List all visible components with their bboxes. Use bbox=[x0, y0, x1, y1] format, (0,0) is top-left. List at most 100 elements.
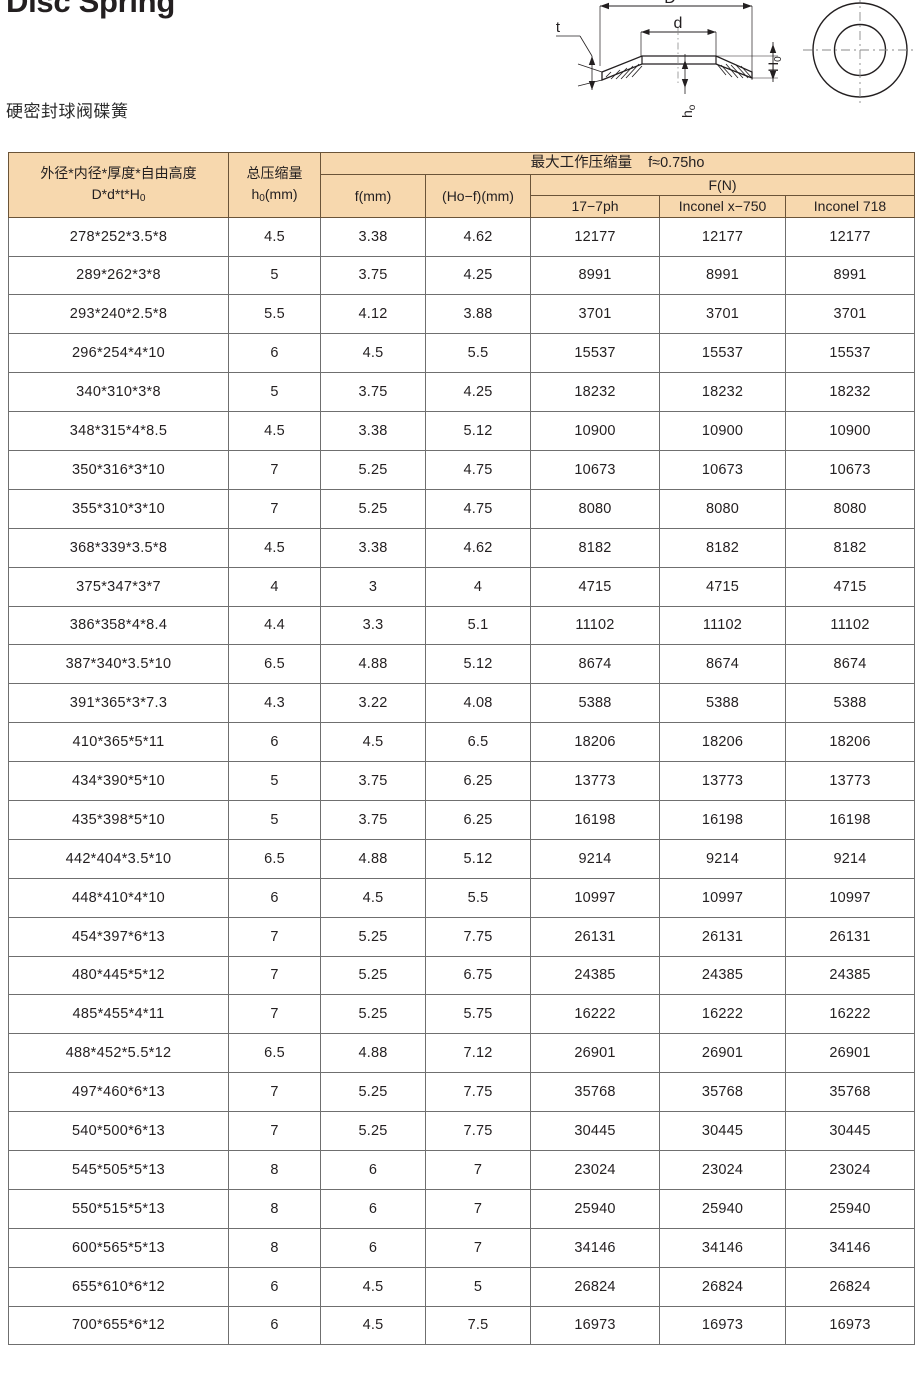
cell-ho-minus-f: 6.75 bbox=[425, 955, 531, 996]
disc-spring-spec-table: 外径*内径*厚度*自由高度 D*d*t*H0 总压缩量 h0(mm) 最大工作压… bbox=[8, 151, 916, 1346]
col-header-force: F(N) bbox=[529, 174, 916, 197]
cell-force-17-7ph: 18206 bbox=[530, 722, 660, 763]
table-row: 545*505*5*13 8 6 7 23024 23024 23024 bbox=[8, 1149, 916, 1190]
cell-ho-minus-f: 4.25 bbox=[425, 372, 531, 413]
table-row: 410*365*5*11 6 4.5 6.5 18206 18206 18206 bbox=[8, 722, 916, 763]
cell-spec: 340*310*3*8 bbox=[8, 372, 229, 413]
cell-total-compression: 4 bbox=[228, 566, 321, 607]
table-row: 435*398*5*10 5 3.75 6.25 16198 16198 16198 bbox=[8, 799, 916, 840]
cell-spec: 545*505*5*13 bbox=[8, 1149, 229, 1190]
cell-total-compression: 8 bbox=[228, 1227, 321, 1268]
table-row: 540*500*6*13 7 5.25 7.75 30445 30445 30445 bbox=[8, 1111, 916, 1151]
table-row: 700*655*6*12 6 4.5 7.5 16973 16973 16973 bbox=[8, 1305, 916, 1346]
cell-spec: 375*347*3*7 bbox=[8, 566, 229, 607]
cell-force-inconel-718: 5388 bbox=[784, 683, 916, 724]
table-row: 442*404*3.5*10 6.5 4.88 5.12 9214 9214 9214 bbox=[8, 838, 916, 879]
cell-force-17-7ph: 24385 bbox=[530, 955, 660, 996]
diagram-label-t: t bbox=[556, 19, 561, 36]
cell-force-17-7ph: 3701 bbox=[530, 294, 660, 335]
cell-total-compression: 4.4 bbox=[228, 605, 321, 646]
cell-force-inconel-x750: 16222 bbox=[659, 994, 786, 1035]
diagram-label-d: d bbox=[674, 15, 683, 32]
cell-force-inconel-x750: 30445 bbox=[659, 1111, 786, 1151]
cell-total-compression: 6 bbox=[228, 1305, 321, 1346]
cell-spec: 485*455*4*11 bbox=[8, 994, 229, 1035]
table-row: 434*390*5*10 5 3.75 6.25 13773 13773 13773 bbox=[8, 761, 916, 801]
cell-force-17-7ph: 16222 bbox=[530, 994, 660, 1035]
cell-force-inconel-718: 8080 bbox=[784, 488, 916, 529]
table-row: 278*252*3.5*8 4.5 3.38 4.62 12177 12177 12177 bbox=[8, 216, 916, 257]
cell-ho-minus-f: 4.08 bbox=[425, 683, 531, 724]
col-header-total-compression-line2: h0(mm) bbox=[251, 185, 298, 204]
cell-f: 5.25 bbox=[320, 994, 426, 1035]
cell-f: 4.5 bbox=[320, 1305, 426, 1346]
cell-ho-minus-f: 5.5 bbox=[425, 333, 531, 374]
cell-ho-minus-f: 4.25 bbox=[425, 255, 531, 296]
col-header-f: f(mm) bbox=[320, 174, 426, 218]
cell-spec: 387*340*3.5*10 bbox=[8, 644, 229, 685]
cell-force-inconel-718: 16973 bbox=[784, 1305, 916, 1346]
cell-f: 4.12 bbox=[320, 294, 426, 335]
cell-force-inconel-718: 12177 bbox=[784, 216, 916, 257]
table-row: 655*610*6*12 6 4.5 5 26824 26824 26824 bbox=[8, 1266, 916, 1307]
table-row: 355*310*3*10 7 5.25 4.75 8080 8080 8080 bbox=[8, 488, 916, 529]
cell-total-compression: 8 bbox=[228, 1188, 321, 1229]
cell-total-compression: 6 bbox=[228, 877, 321, 918]
cell-force-inconel-718: 4715 bbox=[784, 566, 916, 607]
cell-force-inconel-718: 16222 bbox=[784, 994, 916, 1035]
cell-force-inconel-718: 18232 bbox=[784, 372, 916, 413]
cell-force-inconel-x750: 8991 bbox=[659, 255, 786, 296]
cell-force-inconel-718: 15537 bbox=[784, 333, 916, 374]
cell-force-inconel-x750: 13773 bbox=[659, 761, 786, 801]
cell-f: 3.75 bbox=[320, 761, 426, 801]
cell-spec: 442*404*3.5*10 bbox=[8, 838, 229, 879]
cell-force-inconel-x750: 16198 bbox=[659, 799, 786, 840]
cell-force-inconel-718: 16198 bbox=[784, 799, 916, 840]
table-row: 497*460*6*13 7 5.25 7.75 35768 35768 35768 bbox=[8, 1072, 916, 1113]
cell-ho-minus-f: 5.75 bbox=[425, 994, 531, 1035]
table-row: 350*316*3*10 7 5.25 4.75 10673 10673 10673 bbox=[8, 449, 916, 490]
cell-spec: 700*655*6*12 bbox=[8, 1305, 229, 1346]
cell-f: 6 bbox=[320, 1188, 426, 1229]
cell-force-17-7ph: 26901 bbox=[530, 1033, 660, 1074]
cell-force-17-7ph: 26824 bbox=[530, 1266, 660, 1307]
diagram-label-h0: ho bbox=[679, 104, 698, 118]
cell-force-17-7ph: 34146 bbox=[530, 1227, 660, 1268]
cell-total-compression: 5 bbox=[228, 255, 321, 296]
cell-spec: 386*358*4*8.4 bbox=[8, 605, 229, 646]
cell-force-inconel-718: 35768 bbox=[784, 1072, 916, 1113]
cell-ho-minus-f: 4 bbox=[425, 566, 531, 607]
cell-total-compression: 7 bbox=[228, 916, 321, 957]
cell-force-inconel-718: 13773 bbox=[784, 761, 916, 801]
table-row: 293*240*2.5*8 5.5 4.12 3.88 3701 3701 3701 bbox=[8, 294, 916, 335]
cell-total-compression: 4.5 bbox=[228, 411, 321, 451]
table-row: 386*358*4*8.4 4.4 3.3 5.1 11102 11102 11102 bbox=[8, 605, 916, 646]
cell-spec: 293*240*2.5*8 bbox=[8, 294, 229, 335]
cell-force-inconel-x750: 16973 bbox=[659, 1305, 786, 1346]
cell-force-17-7ph: 10900 bbox=[530, 411, 660, 451]
cell-force-17-7ph: 9214 bbox=[530, 838, 660, 879]
cell-force-17-7ph: 10673 bbox=[530, 449, 660, 490]
cell-spec: 296*254*4*10 bbox=[8, 333, 229, 374]
cell-force-17-7ph: 11102 bbox=[530, 605, 660, 646]
cell-force-inconel-718: 23024 bbox=[784, 1149, 916, 1190]
cell-ho-minus-f: 3.88 bbox=[425, 294, 531, 335]
cell-f: 3.38 bbox=[320, 216, 426, 257]
cell-f: 3.22 bbox=[320, 683, 426, 724]
cell-force-17-7ph: 25940 bbox=[530, 1188, 660, 1229]
col-header-spec: 外径*内径*厚度*自由高度 D*d*t*H0 bbox=[8, 152, 229, 218]
cell-spec: 289*262*3*8 bbox=[8, 255, 229, 296]
cell-total-compression: 7 bbox=[228, 1111, 321, 1151]
cell-f: 3.38 bbox=[320, 411, 426, 451]
table-row: 600*565*5*13 8 6 7 34146 34146 34146 bbox=[8, 1227, 916, 1268]
diagram-label-H0: H0 bbox=[765, 56, 784, 72]
table-row: 550*515*5*13 8 6 7 25940 25940 25940 bbox=[8, 1188, 916, 1229]
cell-ho-minus-f: 4.62 bbox=[425, 216, 531, 257]
cell-force-inconel-x750: 23024 bbox=[659, 1149, 786, 1190]
cell-total-compression: 7 bbox=[228, 1072, 321, 1113]
cell-force-inconel-x750: 8080 bbox=[659, 488, 786, 529]
cell-total-compression: 7 bbox=[228, 488, 321, 529]
cell-ho-minus-f: 7 bbox=[425, 1227, 531, 1268]
cell-ho-minus-f: 6.25 bbox=[425, 799, 531, 840]
cell-force-inconel-x750: 35768 bbox=[659, 1072, 786, 1113]
